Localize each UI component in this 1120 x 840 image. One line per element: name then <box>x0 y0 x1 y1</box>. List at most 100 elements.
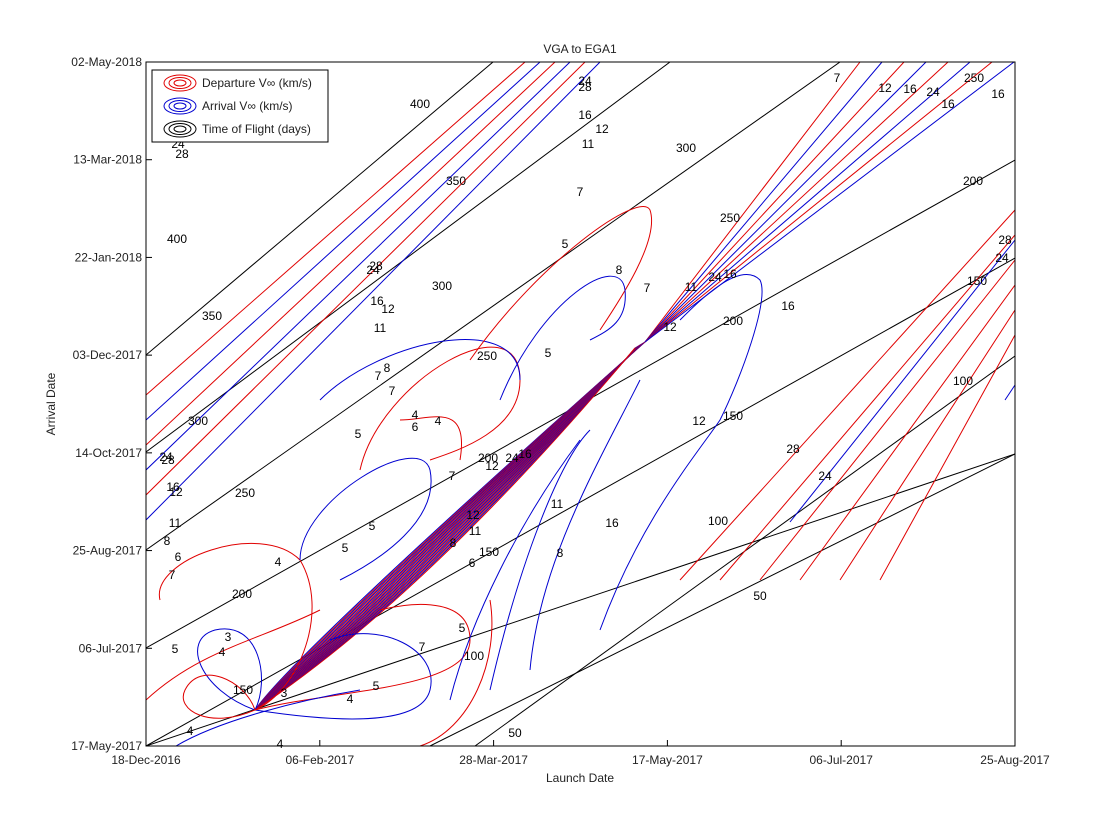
chart-title: VGA to EGA1 <box>543 42 617 56</box>
contour-level-label: 16 <box>605 516 619 530</box>
contour-level-label: 11 <box>582 137 595 151</box>
x-tick-label: 06-Jul-2017 <box>810 753 874 767</box>
contour-level-label: 7 <box>419 640 426 654</box>
loop-contour-line <box>319 339 521 401</box>
contour-level-label: 50 <box>753 589 767 603</box>
contour-level-label: 16 <box>941 97 955 111</box>
loop-contour-line <box>175 689 361 746</box>
contour-level-label: 4 <box>412 408 419 422</box>
fan-contour-line <box>254 347 636 711</box>
tof-contour-line <box>146 62 494 356</box>
contour-level-label: 150 <box>479 545 499 559</box>
tof-contour-line <box>146 453 1015 746</box>
contour-level-label: 4 <box>435 414 442 428</box>
tof-contour-line <box>146 257 1015 746</box>
contour-level-label: 11 <box>169 516 182 530</box>
contour-level-label: 50 <box>508 726 522 740</box>
contour-level-label: 8 <box>557 546 564 560</box>
x-tick-label: 06-Feb-2017 <box>285 753 354 767</box>
contour-level-label: 12 <box>595 122 609 136</box>
contour-level-label: 28 <box>786 442 800 456</box>
diagonal-contour-line <box>679 209 1015 581</box>
x-tick-label: 17-May-2017 <box>632 753 703 767</box>
contour-level-label: 11 <box>551 497 564 511</box>
diagonal-contour-line <box>644 62 993 343</box>
contour-level-label: 24 <box>505 451 519 465</box>
contour-level-label: 12 <box>169 485 183 499</box>
diagonal-contour-line <box>146 62 556 446</box>
contour-level-label: 200 <box>723 314 743 328</box>
contour-level-label: 8 <box>164 534 171 548</box>
contour-level-label: 5 <box>369 519 376 533</box>
contour-level-label: 350 <box>202 309 222 323</box>
contour-level-label: 6 <box>469 556 476 570</box>
y-tick-label: 17-May-2017 <box>71 739 142 753</box>
contour-level-label: 16 <box>578 108 592 122</box>
legend: Departure V∞ (km/s) Arrival V∞ (km/s) Time… <box>151 69 329 143</box>
y-tick-label: 22-Jan-2018 <box>75 250 143 264</box>
black-ellipse-icon <box>163 120 197 138</box>
contour-level-label: 250 <box>235 486 255 500</box>
contour-level-label: 8 <box>384 361 391 375</box>
legend-box <box>151 69 329 143</box>
contour-level-label: 24 <box>708 270 722 284</box>
diagonal-contour-line <box>799 284 1015 581</box>
legend-label: Departure V∞ (km/s) <box>202 76 312 90</box>
contour-level-label: 12 <box>878 81 892 95</box>
contour-level-label: 5 <box>342 541 349 555</box>
diagonal-contour-line <box>879 334 1015 581</box>
diagonal-contour-line <box>644 62 905 343</box>
diagonal-contour-line <box>146 62 571 471</box>
loop-contour-line <box>419 599 493 746</box>
contour-level-label: 5 <box>459 621 466 635</box>
contour-level-label: 4 <box>277 737 284 751</box>
loop-contour-line <box>299 457 432 581</box>
loop-contour-line <box>599 274 763 631</box>
diagonal-contour-line <box>146 62 541 421</box>
loop-contour-line <box>399 416 462 461</box>
contour-level-label: 4 <box>187 724 194 738</box>
y-tick-label: 13-Mar-2018 <box>73 153 142 167</box>
loop-contour-line <box>499 275 626 401</box>
contour-level-label: 16 <box>518 447 532 461</box>
x-axis-label: Launch Date <box>546 771 614 785</box>
loop-contour-line <box>489 429 591 691</box>
contour-level-label: 24 <box>366 263 380 277</box>
contour-level-label: 28 <box>175 147 189 161</box>
contour-level-label: 100 <box>708 514 728 528</box>
contour-level-label: 400 <box>410 97 430 111</box>
contour-level-label: 12 <box>692 414 706 428</box>
contour-level-label: 12 <box>466 508 480 522</box>
contour-level-label: 5 <box>172 642 179 656</box>
contour-labels: 4004003503503003003002502502502502002002… <box>159 71 1012 751</box>
diagonal-contour-line <box>789 239 1015 523</box>
diagonal-contour-line <box>644 62 883 343</box>
contour-level-label: 24 <box>995 251 1009 265</box>
loop-contour-line <box>449 439 581 701</box>
contour-level-label: 4 <box>347 692 354 706</box>
diagonal-contour-line <box>759 259 1015 581</box>
contour-level-label: 5 <box>562 237 569 251</box>
contour-level-label: 100 <box>953 374 973 388</box>
contour-level-label: 5 <box>373 679 380 693</box>
y-tick-label: 06-Jul-2017 <box>79 641 143 655</box>
contour-level-label: 7 <box>449 469 456 483</box>
contour-level-label: 200 <box>963 174 983 188</box>
diagonal-contour-line <box>719 234 1015 581</box>
contour-level-label: 16 <box>903 82 917 96</box>
contour-level-label: 3 <box>281 686 288 700</box>
y-axis-label: Arrival Date <box>44 372 58 435</box>
contour-level-label: 24 <box>578 74 592 88</box>
contour-level-label: 11 <box>469 524 482 538</box>
contour-level-label: 300 <box>432 279 452 293</box>
loop-contour-line <box>254 633 432 720</box>
contour-level-label: 5 <box>545 346 552 360</box>
diagonal-contour-line <box>644 62 949 343</box>
diagonal-contour-line <box>146 62 526 396</box>
contour-level-label: 8 <box>616 263 623 277</box>
diagonal-contour-line <box>839 309 1015 581</box>
contour-level-label: 16 <box>781 299 795 313</box>
contour-level-label: 7 <box>375 369 382 383</box>
contour-level-label: 7 <box>644 281 651 295</box>
contour-level-label: 350 <box>446 174 466 188</box>
